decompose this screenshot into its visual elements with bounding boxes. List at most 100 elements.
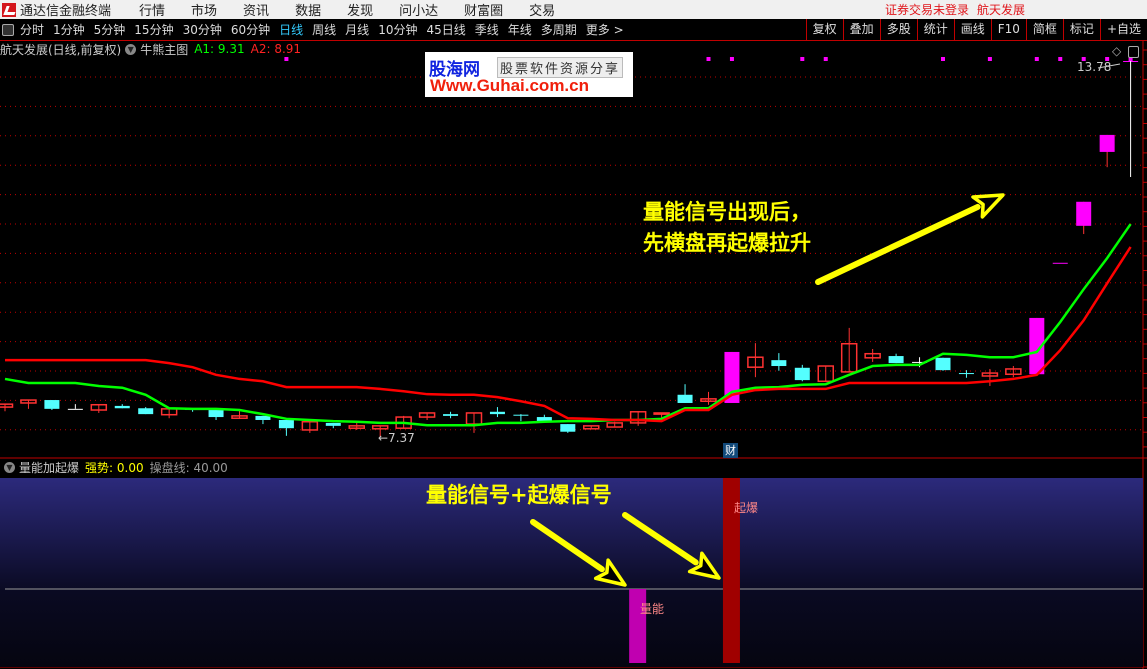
signal-marker — [729, 57, 734, 61]
sub-arrow-1-icon-head — [593, 558, 627, 587]
sub-chart-title[interactable]: 量能加起爆 — [19, 460, 80, 475]
period-30min[interactable]: 30分钟 — [182, 23, 222, 37]
indicator-dropdown-icon[interactable]: ▼ — [4, 461, 15, 473]
candle-body — [1005, 368, 1022, 375]
panel-toggle-icon[interactable] — [1128, 45, 1139, 58]
signal-marker — [1105, 57, 1110, 61]
signal-marker — [1034, 57, 1039, 61]
signal-marker — [1128, 57, 1133, 61]
candle-body — [653, 412, 670, 415]
chart-title: 航天发展(日线,前复权) — [0, 42, 122, 57]
period-fenshi[interactable]: 分时 — [20, 23, 45, 37]
candle-body — [231, 415, 248, 419]
signal-label-qibao: 起爆 — [734, 501, 759, 515]
signal-marker — [1081, 57, 1086, 61]
a1-value: A1: 9.31 — [194, 42, 245, 56]
menu-faxian[interactable]: 发现 — [347, 4, 374, 19]
fuquan-button[interactable]: 复权 — [805, 19, 843, 40]
period-daily[interactable]: 日线 — [279, 23, 304, 37]
add-watchlist-button[interactable]: +自选 — [1099, 19, 1147, 40]
indicator-name[interactable]: 牛熊主图 — [140, 42, 189, 57]
menubar: 通达信金融终端 行情 市场 资讯 数据 发现 问小达 财富圈 交易 证券交易未登… — [0, 0, 1147, 19]
indicator-dropdown-icon[interactable]: ▼ — [125, 43, 137, 55]
signal-bar — [722, 478, 740, 663]
annotation-line2: 先横盘再起爆拉升 — [643, 231, 811, 255]
candle-body — [348, 425, 365, 429]
sub-arrow-2-icon-head — [687, 551, 721, 580]
sub-arrow-1-icon-shaft — [530, 519, 605, 573]
period-10min[interactable]: 10分钟 — [378, 23, 418, 37]
toolbar: 分时 1分钟 5分钟 15分钟 30分钟 60分钟 日线 周线 月线 10分钟 … — [0, 19, 1147, 41]
signal-label-liangneng: 量能 — [640, 602, 665, 616]
candle-body — [912, 361, 928, 363]
candle-body — [208, 410, 224, 418]
simple-frame-button[interactable]: 简框 — [1025, 19, 1063, 40]
candle-body — [794, 367, 810, 381]
draw-line-button[interactable]: 画线 — [953, 19, 991, 40]
menu-caifuquan[interactable]: 财富圈 — [464, 4, 504, 19]
menu-wenxiaoda[interactable]: 问小达 — [399, 4, 439, 19]
operate-line-value: 操盘线: 40.00 — [149, 460, 228, 475]
line-a1 — [4, 223, 1132, 427]
candle-body — [560, 424, 576, 432]
annotation-arrow-icon-shaft — [815, 203, 981, 285]
diamond-icon[interactable]: ◇ — [1111, 44, 1122, 58]
candle-body — [958, 373, 974, 375]
candle-body — [90, 403, 108, 411]
candle-body — [443, 414, 459, 416]
annotation-line1: 量能信号出现后， — [643, 200, 811, 224]
period-45day[interactable]: 45日线 — [426, 23, 466, 37]
period-multi[interactable]: 多周期 — [540, 23, 577, 37]
f10-button[interactable]: F10 — [990, 19, 1026, 40]
period-5min[interactable]: 5分钟 — [93, 23, 126, 37]
stats-button[interactable]: 统计 — [916, 19, 954, 40]
period-15min[interactable]: 15分钟 — [134, 23, 174, 37]
candle-body — [935, 357, 951, 371]
menu-jiaoyi[interactable]: 交易 — [529, 4, 556, 19]
signal-marker — [706, 57, 711, 61]
candle-body — [0, 403, 14, 408]
period-monthly[interactable]: 月线 — [345, 23, 370, 37]
menu-zixun[interactable]: 资讯 — [243, 4, 270, 19]
low-price-label: ←7.37 — [378, 431, 415, 445]
sub-arrow-2-icon-shaft — [622, 512, 699, 566]
panel-toggle-icon[interactable] — [2, 23, 14, 36]
line-a2 — [5, 246, 1132, 423]
period-yearly[interactable]: 年线 — [507, 23, 532, 37]
logo-url: Www.Guhai.com.cn — [430, 76, 589, 95]
stock-name: 航天发展 — [977, 3, 1026, 17]
period-weekly[interactable]: 周线 — [312, 23, 337, 37]
corner-icons: ◇ — [1112, 44, 1139, 58]
signal-marker — [1058, 57, 1063, 61]
menu-hangqing[interactable]: 行情 — [139, 4, 166, 19]
logo-name: 股海网 — [429, 60, 480, 80]
toolbar-right: 复权 叠加 多股 统计 画线 F10 简框 标记 +自选 — [805, 19, 1147, 40]
period-more[interactable]: 更多 > — [585, 23, 624, 37]
period-60min[interactable]: 60分钟 — [230, 23, 271, 37]
candle-body — [278, 419, 294, 429]
candle-body — [981, 372, 999, 377]
menu-shichang[interactable]: 市场 — [191, 4, 218, 19]
multi-stock-button[interactable]: 多股 — [879, 19, 917, 40]
sub-annotation: 量能信号+起爆信号 — [426, 483, 612, 507]
strength-value: 强势: 0.00 — [85, 460, 144, 475]
mark-button[interactable]: 标记 — [1062, 19, 1100, 40]
sub-chart-panel — [0, 478, 1143, 667]
candle-body — [1099, 134, 1115, 152]
high-pointer — [1097, 63, 1121, 69]
finance-badge[interactable]: 财 — [723, 443, 738, 458]
candle-body — [629, 411, 647, 424]
period-quarterly[interactable]: 季线 — [474, 23, 499, 37]
login-status[interactable]: 证券交易未登录 — [885, 3, 970, 17]
signal-marker — [941, 57, 945, 61]
candle-body — [1029, 317, 1045, 375]
period-1min[interactable]: 1分钟 — [53, 23, 85, 37]
candle-body — [677, 394, 693, 403]
candle-body — [114, 405, 130, 409]
menu-shuju[interactable]: 数据 — [295, 4, 322, 19]
candle-body — [418, 412, 436, 418]
overlay-button[interactable]: 叠加 — [842, 19, 880, 40]
candle-body — [1052, 262, 1068, 264]
